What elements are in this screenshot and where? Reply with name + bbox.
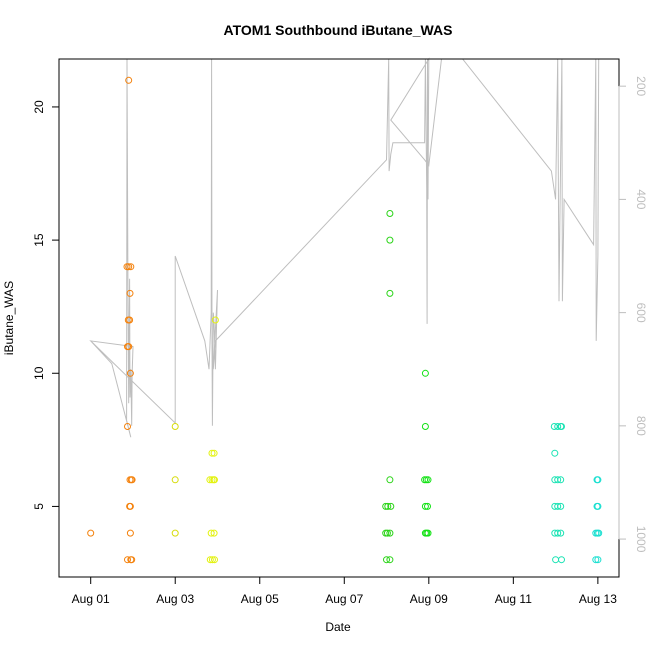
data-point [386,210,394,217]
y-tick-label: 10 [32,366,46,380]
data-point [382,502,390,510]
data-point [126,502,134,510]
data-point [383,556,390,564]
data-point [554,502,562,510]
data-point [557,476,565,484]
x-tick-label: Aug 11 [495,592,532,606]
data-point [126,289,134,297]
data-point [554,476,562,484]
data-point [558,423,565,430]
chart-title: ATOM1 Southbound iButane_WAS [224,22,453,38]
data-point [554,529,562,537]
data-point [421,369,429,377]
data-point [386,476,394,484]
data-point [554,423,562,430]
data-point [206,476,214,484]
x-tick-label: Aug 03 [156,592,194,606]
data-point [592,556,600,564]
data-point [421,502,429,510]
data-point [128,476,136,484]
altitude-line [89,57,600,438]
data-point [384,502,392,510]
y-tick-label: 5 [32,503,46,510]
data-point [124,556,131,564]
data-point [421,423,429,430]
data-point [595,529,603,537]
data-point [386,236,394,244]
y2-tick-label: 1000 [634,526,648,553]
data-point [208,449,216,457]
data-point [171,423,179,430]
data-point [126,529,134,537]
data-point [594,476,602,484]
y-axis-label: iButane_WAS [2,281,16,355]
data-point [424,476,432,484]
y2-tick-label: 600 [634,303,648,323]
data-point [206,556,214,564]
data-point [211,316,219,324]
data-point [211,476,218,484]
data-point [87,529,95,537]
x-tick-label: Aug 09 [410,592,448,606]
x-axis: Aug 01 Aug 03 Aug 05 Aug 07 Aug 09 Aug 11 Aug … [72,576,617,606]
x-axis-label: Date [325,620,351,634]
data-point [594,502,602,510]
data-point [171,529,179,537]
x-tick-label: Aug 01 [72,592,110,606]
data-point [124,423,131,430]
data-point [207,529,215,537]
data-points [87,76,603,564]
altitude-trace [89,57,600,438]
y-tick-label: 15 [32,233,46,247]
data-point [552,556,560,564]
data-point [557,502,565,510]
data-point [128,556,136,564]
data-point [208,556,216,564]
data-point [125,343,133,351]
data-point [558,556,565,564]
data-point [594,556,602,564]
data-point [126,369,134,377]
data-point [126,316,134,324]
x-tick-label: Aug 07 [325,592,363,606]
data-point [551,449,559,457]
plot-frame [58,58,620,578]
y-axis: 5 10 15 20 [32,100,60,510]
y-tick-label: 20 [32,100,46,114]
y2-tick-label: 800 [634,416,648,436]
data-point [387,502,395,510]
data-point [210,529,218,537]
y2-axis: 200 400 600 800 1000 [618,76,648,553]
data-point [125,263,133,271]
data-point [386,556,394,564]
data-point [125,76,133,84]
y2-tick-label: 200 [634,76,648,96]
data-point [383,529,391,537]
data-point [424,502,431,510]
data-point [171,476,179,484]
data-point [211,556,218,564]
x-tick-label: Aug 05 [241,592,279,606]
data-point [386,529,394,537]
data-point [557,529,565,537]
y2-tick-label: 400 [634,189,648,209]
data-point [386,289,394,297]
data-point [210,449,218,457]
x-tick-label: Aug 13 [579,592,617,606]
data-point [424,529,432,537]
data-point [127,263,135,271]
